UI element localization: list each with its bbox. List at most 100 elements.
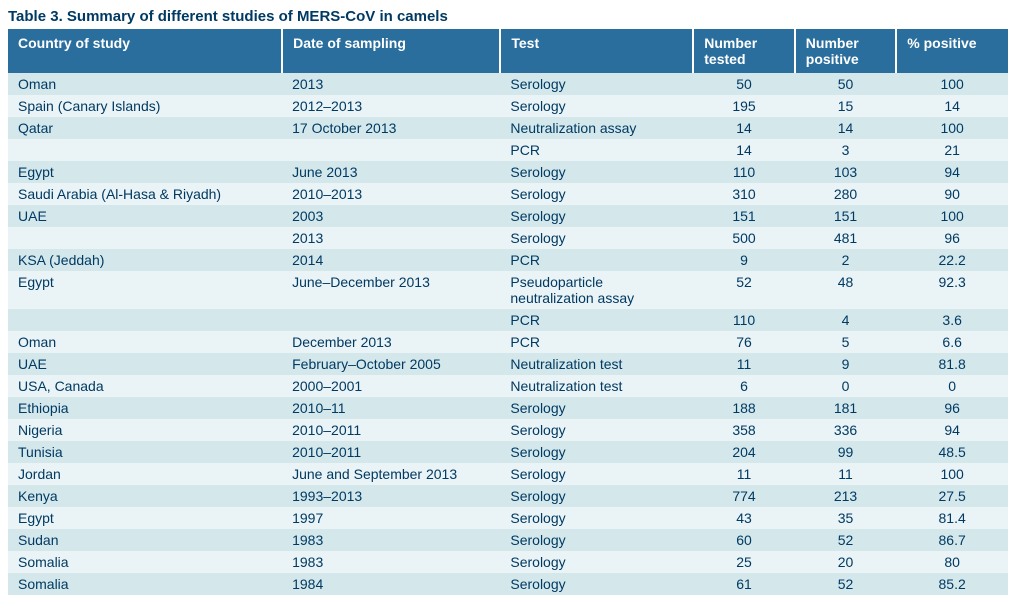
table-cell: 103 [795, 161, 897, 183]
table-cell: Nigeria [8, 419, 282, 441]
table-cell: 4 [795, 309, 897, 331]
table-cell: Egypt [8, 271, 282, 309]
table-cell: PCR [500, 331, 693, 353]
table-cell: Serology [500, 205, 693, 227]
table-cell: Serology [500, 573, 693, 595]
table-cell: Saudi Arabia (Al-Hasa & Riyadh) [8, 183, 282, 205]
table-cell: 81.4 [896, 507, 1008, 529]
table-cell: 2014 [282, 249, 500, 271]
table-cell: 1983 [282, 551, 500, 573]
table-cell [8, 139, 282, 161]
table-cell: 43 [693, 507, 795, 529]
table-cell: PCR [500, 249, 693, 271]
table-cell: 22.2 [896, 249, 1008, 271]
table-cell: Qatar [8, 117, 282, 139]
table-cell: 188 [693, 397, 795, 419]
table-cell: Serology [500, 73, 693, 95]
table-cell: 2013 [282, 73, 500, 95]
table-cell: Serology [500, 95, 693, 117]
table-cell: Pseudoparticle neutralization assay [500, 271, 693, 309]
table-cell: 100 [896, 205, 1008, 227]
table-cell: 2013 [282, 227, 500, 249]
table-cell: 336 [795, 419, 897, 441]
table-cell: 14 [693, 117, 795, 139]
table-cell: 2000–2001 [282, 375, 500, 397]
table-cell: 85.2 [896, 573, 1008, 595]
table-cell: 110 [693, 309, 795, 331]
table-row: UAEFebruary–October 2005Neutralization t… [8, 353, 1008, 375]
table-cell: 35 [795, 507, 897, 529]
table-row: JordanJune and September 2013Serology 111… [8, 463, 1008, 485]
table-cell: 96 [896, 397, 1008, 419]
table-cell: Serology [500, 419, 693, 441]
table-cell: 1997 [282, 507, 500, 529]
table-cell: Oman [8, 73, 282, 95]
table-cell: 14 [693, 139, 795, 161]
table-cell: Serology [500, 441, 693, 463]
table-cell: 9 [693, 249, 795, 271]
table-cell: 151 [795, 205, 897, 227]
table-cell: June and September 2013 [282, 463, 500, 485]
table-row: Spain (Canary Islands)2012–2013Serology1… [8, 95, 1008, 117]
col-date: Date of sampling [282, 29, 500, 73]
table-cell: 2010–11 [282, 397, 500, 419]
table-cell: Somalia [8, 573, 282, 595]
table-cell: 110 [693, 161, 795, 183]
table-cell: 9 [795, 353, 897, 375]
table-cell: 92.3 [896, 271, 1008, 309]
table-cell: KSA (Jeddah) [8, 249, 282, 271]
table-cell: 100 [896, 463, 1008, 485]
table-cell: Somalia [8, 551, 282, 573]
table-row: Somalia1983Serology252080 [8, 551, 1008, 573]
table-cell: 774 [693, 485, 795, 507]
table-cell: 21 [896, 139, 1008, 161]
table-cell: Serology [500, 507, 693, 529]
table-cell: 6.6 [896, 331, 1008, 353]
table-cell: 280 [795, 183, 897, 205]
table-cell: Neutralization test [500, 375, 693, 397]
table-cell: 50 [693, 73, 795, 95]
table-row: Saudi Arabia (Al-Hasa & Riyadh)2010–2013… [8, 183, 1008, 205]
table-cell: 1984 [282, 573, 500, 595]
table-row: Ethiopia2010–11Serology18818196 [8, 397, 1008, 419]
table-cell: 86.7 [896, 529, 1008, 551]
table-cell: 48 [795, 271, 897, 309]
table-cell: Kenya [8, 485, 282, 507]
table-cell: 11 [693, 353, 795, 375]
table-cell: 2010–2011 [282, 419, 500, 441]
table-row: OmanDecember 2013PCR7656.6 [8, 331, 1008, 353]
table-cell: 27.5 [896, 485, 1008, 507]
table-cell: 2010–2011 [282, 441, 500, 463]
table-cell: 2 [795, 249, 897, 271]
table-cell: 20 [795, 551, 897, 573]
table-cell: Serology [500, 551, 693, 573]
col-country: Country of study [8, 29, 282, 73]
table-cell: 0 [795, 375, 897, 397]
table-cell: 11 [795, 463, 897, 485]
table-cell: Egypt [8, 161, 282, 183]
table-cell: PCR [500, 309, 693, 331]
table-cell: 358 [693, 419, 795, 441]
table-cell: Tunisia [8, 441, 282, 463]
table-cell: 14 [795, 117, 897, 139]
table-cell: Oman [8, 331, 282, 353]
table-cell: 1983 [282, 529, 500, 551]
table-cell: Serology [500, 227, 693, 249]
table-cell: Jordan [8, 463, 282, 485]
table-row: PCR14321 [8, 139, 1008, 161]
table-cell [8, 309, 282, 331]
table-row: 2013Serology50048196 [8, 227, 1008, 249]
table-cell: Serology [500, 161, 693, 183]
table-row: Tunisia2010–2011Serology2049948.5 [8, 441, 1008, 463]
table-row: KSA (Jeddah)2014PCR9222.2 [8, 249, 1008, 271]
table-cell: 94 [896, 161, 1008, 183]
table-row: Sudan1983Serology605286.7 [8, 529, 1008, 551]
table-cell: 14 [896, 95, 1008, 117]
table-row: EgyptJune–December 2013Pseudoparticle ne… [8, 271, 1008, 309]
table-cell: 17 October 2013 [282, 117, 500, 139]
table-cell: USA, Canada [8, 375, 282, 397]
table-cell: Serology [500, 397, 693, 419]
table-cell: Serology [500, 463, 693, 485]
table-row: Oman2013Serology5050100 [8, 73, 1008, 95]
table-cell: Serology [500, 183, 693, 205]
